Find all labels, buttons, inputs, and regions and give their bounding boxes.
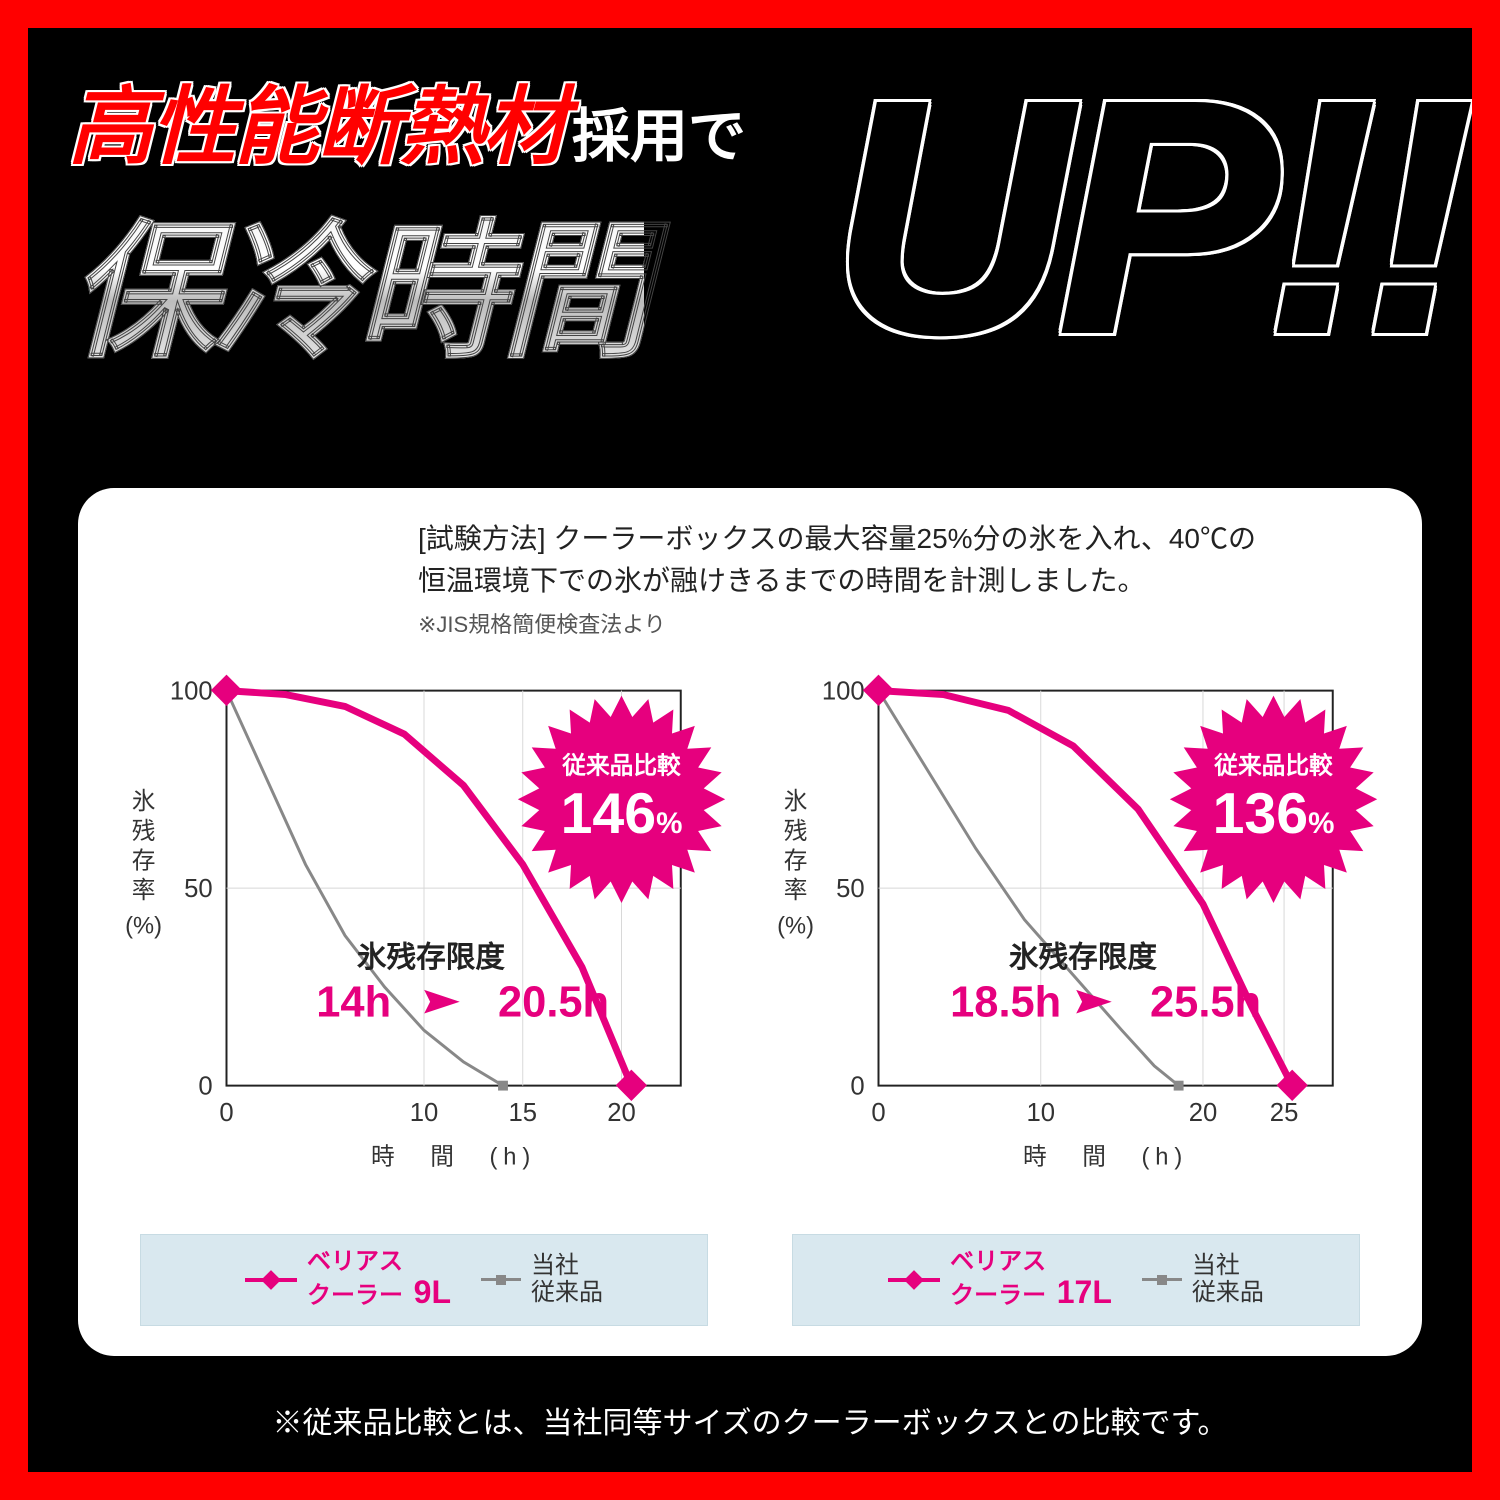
white-panel: [試験方法] クーラーボックスの最大容量25%分の氷を入れ、40℃の 恒温環境下… — [78, 488, 1422, 1356]
hero-up-text: UP!! — [832, 68, 1462, 365]
chart-left: 0 50 100 0 10 15 20 氷残存率 (%) 時 間 (h) 氷残存限度 14h 20.5h… — [108, 661, 740, 1326]
legend-pink-9l: ベリアス クーラー 9L — [245, 1249, 451, 1311]
svg-text:0: 0 — [871, 1099, 885, 1127]
svg-text:18.5h: 18.5h — [950, 979, 1061, 1027]
svg-text:率: 率 — [132, 877, 156, 904]
method-line1: [試験方法] クーラーボックスの最大容量25%分の氷を入れ、40℃の — [418, 518, 1372, 560]
svg-text:15: 15 — [508, 1099, 537, 1127]
svg-text:10: 10 — [410, 1099, 439, 1127]
svg-text:氷: 氷 — [784, 788, 808, 815]
chart-svg-17l: 0 50 100 0 10 20 25 氷残存率 (%) 時 間 (h) 氷残存限度 18.5h 25.… — [760, 661, 1392, 1214]
svg-text:時 間 (h): 時 間 (h) — [371, 1144, 536, 1171]
pink-swatch-icon — [888, 1278, 940, 1282]
legend-9l: ベリアス クーラー 9L 当社 従来品 — [140, 1234, 709, 1326]
method-note: ※JIS規格簡便検査法より — [418, 608, 1372, 641]
svg-text:0: 0 — [219, 1099, 233, 1127]
hero-big-white: 保冷時間 — [68, 171, 644, 388]
hero-white-small: 採用で — [572, 89, 746, 173]
svg-text:20: 20 — [607, 1099, 636, 1127]
grey-swatch-icon — [481, 1278, 521, 1281]
method-line2: 恒温環境下での氷が融けきるまでの時間を計測しました。 — [418, 560, 1372, 602]
svg-text:50: 50 — [184, 875, 213, 903]
legend-size-17l: 17L — [1057, 1274, 1112, 1310]
svg-text:率: 率 — [784, 877, 808, 904]
pink-swatch-icon — [245, 1278, 297, 1282]
svg-text:従来品比較: 従来品比較 — [1213, 752, 1333, 780]
outer-frame: 高性能断熱材 採用で 保冷時間 UP!! [試験方法] クーラーボックスの最大容… — [0, 0, 1500, 1500]
svg-text:残: 残 — [784, 818, 808, 845]
legend-pink-17l: ベリアス クーラー 17L — [888, 1249, 1112, 1311]
legend-pink-l2b: クーラー — [950, 1282, 1046, 1309]
svg-text:存: 存 — [784, 847, 808, 874]
legend-grey-17l: 当社 従来品 — [1142, 1253, 1264, 1306]
svg-text:(%): (%) — [125, 914, 162, 940]
svg-text:氷残存限度: 氷残存限度 — [1009, 941, 1157, 974]
svg-text:100: 100 — [170, 678, 213, 706]
svg-text:100: 100 — [822, 678, 865, 706]
legend-grey-l2b: 従来品 — [1192, 1279, 1264, 1306]
svg-text:20: 20 — [1189, 1099, 1218, 1127]
legend-pink-l1: ベリアス — [307, 1248, 403, 1275]
legend-grey-l1b: 当社 — [1192, 1252, 1240, 1279]
legend-grey-l2: 従来品 — [531, 1279, 603, 1306]
footnote: ※従来品比較とは、当社同等サイズのクーラーボックスとの比較です。 — [28, 1398, 1472, 1442]
charts-row: 0501000101520氷残存率(%)時 間 (h)氷残存限度14h20.5h… — [108, 661, 1392, 1326]
svg-text:従来品比較: 従来品比較 — [561, 752, 681, 780]
legend-pink-l2: クーラー — [307, 1282, 403, 1309]
legend-grey-l1: 当社 — [531, 1252, 579, 1279]
chart-right: 0 50 100 0 10 20 25 氷残存率 (%) 時 間 (h) 氷残存限度 18.5h 25.… — [760, 661, 1392, 1326]
method-block: [試験方法] クーラーボックスの最大容量25%分の氷を入れ、40℃の 恒温環境下… — [108, 518, 1392, 651]
svg-text:20.5h: 20.5h — [498, 979, 609, 1027]
legend-pink-l1b: ベリアス — [950, 1248, 1046, 1275]
svg-text:25: 25 — [1270, 1099, 1299, 1127]
svg-text:時 間 (h): 時 間 (h) — [1023, 1144, 1188, 1171]
svg-text:氷残存限度: 氷残存限度 — [357, 941, 505, 974]
svg-text:残: 残 — [132, 818, 156, 845]
legend-17l: ベリアス クーラー 17L 当社 従来品 — [792, 1234, 1361, 1326]
hero-red-text: 高性能断熱材 — [68, 58, 566, 181]
svg-text:0: 0 — [198, 1073, 212, 1101]
chart-svg-9l: 0 50 100 0 10 15 20 氷残存率 (%) 時 間 (h) 氷残存限度 14h 20.5h… — [108, 661, 740, 1214]
hero-block: 高性能断熱材 採用で 保冷時間 UP!! — [28, 28, 1472, 458]
svg-text:存: 存 — [132, 847, 156, 874]
svg-text:14h: 14h — [316, 979, 391, 1027]
legend-size-9l: 9L — [414, 1274, 451, 1310]
grey-swatch-icon — [1142, 1278, 1182, 1281]
svg-text:50: 50 — [836, 875, 865, 903]
svg-text:(%): (%) — [777, 914, 814, 940]
legend-grey-9l: 当社 従来品 — [481, 1253, 603, 1306]
svg-text:0: 0 — [850, 1073, 864, 1101]
svg-text:10: 10 — [1026, 1099, 1055, 1127]
svg-text:氷: 氷 — [132, 788, 156, 815]
svg-text:25.5h: 25.5h — [1150, 979, 1261, 1027]
